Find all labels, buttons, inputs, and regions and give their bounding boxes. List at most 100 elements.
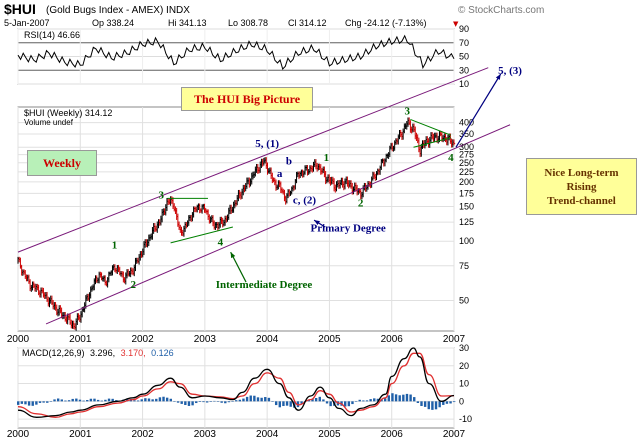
wave-label-intermediate: 1	[112, 239, 118, 251]
macd-x-tick-label: 2005	[318, 429, 341, 439]
macd-histogram-bar	[31, 401, 34, 406]
macd-histogram-bar	[325, 401, 329, 404]
macd-histogram-bar	[354, 401, 358, 402]
price-x-tick-label: 2003	[194, 334, 217, 345]
change-down-icon: ▼	[453, 20, 459, 28]
macd-histogram-bar	[176, 401, 180, 403]
wave-label-primary: a	[277, 168, 283, 180]
price-tick-label: 175	[459, 188, 474, 198]
macd-histogram-bar	[38, 401, 42, 403]
macd-histogram-bar	[100, 400, 103, 402]
rsi-tick-label: 10	[459, 79, 469, 89]
macd-histogram-bar	[249, 395, 252, 402]
macd-legend: MACD(12,26,9) 3.296, 3.170, 0.126	[22, 348, 174, 358]
macd-x-tick-label: 2002	[131, 429, 154, 439]
macd-x-tick-label: 2006	[381, 429, 404, 439]
macd-histogram-bar	[67, 400, 71, 402]
macd-histogram-bar	[260, 397, 263, 402]
macd-histogram-bar	[187, 401, 191, 406]
wave-trend-line	[170, 226, 234, 244]
macd-line	[17, 347, 455, 418]
macd-histogram-bar	[409, 394, 412, 402]
macd-histogram-bar	[162, 396, 165, 402]
macd-histogram-bar	[256, 397, 260, 402]
macd-histogram-bar	[245, 396, 249, 402]
ticker-name: (Gold Bugs Index - AMEX) INDX	[46, 5, 190, 16]
macd-tick-label: -10	[459, 414, 472, 424]
price-tick-label: 150	[459, 202, 474, 212]
macd-histogram-bar	[264, 397, 267, 402]
macd-legend-macd: 3.296,	[90, 348, 115, 358]
rsi-line	[17, 34, 455, 70]
macd-histogram-bar	[322, 399, 325, 402]
macd-histogram-bar	[96, 399, 100, 402]
wave-label-intermediate: 1	[324, 152, 330, 164]
rsi-tick-label: 90	[459, 24, 469, 34]
price-x-tick-label: 2001	[69, 334, 92, 345]
macd-histogram-bar	[151, 399, 154, 402]
macd-histogram-bar	[24, 401, 27, 405]
macd-histogram-bar	[362, 400, 365, 402]
macd-histogram-bar	[358, 399, 361, 402]
macd-histogram-bar	[195, 401, 198, 404]
macd-histogram-bar	[209, 401, 212, 402]
macd-legend-signal: 3.170,	[121, 348, 146, 358]
channel-layer	[17, 67, 511, 325]
macd-histogram-bar	[351, 401, 354, 405]
macd-panel	[17, 347, 455, 429]
macd-histogram-bar	[220, 401, 223, 403]
wave-trend-line	[410, 118, 452, 136]
macd-x-tick-label: 2003	[194, 429, 217, 439]
price-tick-label: 400	[459, 118, 474, 128]
open-value: Op 338.24	[92, 18, 134, 28]
price-tick-label: 50	[459, 295, 469, 305]
wave-label-primary: b	[286, 156, 292, 168]
macd-histogram-bar	[155, 398, 158, 402]
macd-histogram-bar	[431, 401, 434, 410]
rsi-tick-label: 50	[459, 52, 469, 62]
note-box: Nice Long-term Rising Trend-channel	[526, 158, 637, 215]
channel-upper-line	[17, 67, 489, 253]
low-value: Lo 308.78	[228, 18, 268, 28]
macd-histogram-bar	[289, 401, 292, 407]
price-x-tick-label: 2002	[131, 334, 154, 345]
macd-tick-label: 30	[459, 343, 469, 353]
wave-label-primary: 5, (1)	[255, 138, 279, 150]
macd-histogram-bar	[274, 401, 278, 406]
price-x-tick-label: 2006	[381, 334, 404, 345]
price-x-tick-label: 2000	[7, 334, 30, 345]
macd-histogram-bar	[78, 399, 82, 402]
wave-label-intermediate: 4	[218, 237, 224, 249]
macd-histogram-bar	[347, 401, 351, 407]
macd-histogram-bar	[224, 401, 227, 404]
wave-label-primary: c, (2)	[293, 195, 317, 207]
price-tick-label: 75	[459, 261, 469, 271]
macd-histogram-bar	[445, 401, 449, 404]
macd-histogram-bar	[20, 401, 24, 404]
macd-histogram-bar	[227, 401, 231, 403]
price-tick-label: 350	[459, 129, 474, 139]
macd-histogram-bar	[311, 398, 314, 402]
macd-histogram-bar	[235, 400, 238, 402]
price-tick-label: 125	[459, 217, 474, 227]
price-tick-label: 200	[459, 177, 474, 187]
macd-tick-label: 20	[459, 361, 469, 371]
macd-x-tick-label: 2001	[69, 429, 92, 439]
macd-histogram-bar	[416, 401, 420, 403]
macd-histogram-bar	[369, 399, 372, 402]
axis-layer: 1030507090507510012515017520022525027530…	[7, 24, 474, 439]
macd-histogram-bar	[53, 399, 56, 402]
note-line-1: Nice Long-term	[544, 166, 619, 179]
price-x-tick-label: 2004	[256, 334, 279, 345]
rsi-legend: RSI(14) 46.66	[24, 30, 80, 40]
macd-histogram-bar	[423, 401, 427, 407]
intermediate-arrow-head	[230, 252, 236, 259]
macd-histogram-bar	[453, 401, 456, 403]
macd-histogram-bar	[126, 398, 129, 402]
macd-x-tick-label: 2004	[256, 429, 279, 439]
macd-tick-label: 0	[459, 396, 464, 406]
chart-source: © StockCharts.com	[458, 5, 544, 16]
macd-histogram-bar	[271, 401, 274, 402]
close-value: Cl 314.12	[288, 18, 327, 28]
macd-histogram-bar	[413, 397, 416, 402]
